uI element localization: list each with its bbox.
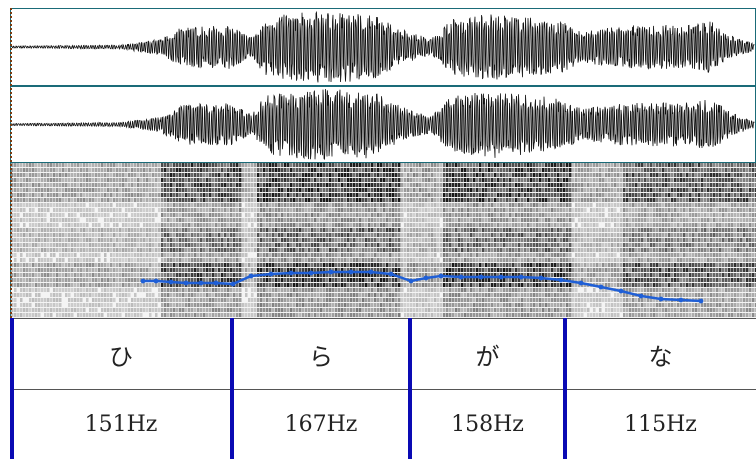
pitch-point	[438, 273, 444, 279]
syllable-table: ひ 151Hz ら 167Hz が 158Hz な 115Hz	[10, 318, 756, 459]
pitch-point	[598, 284, 604, 290]
spectrogram-texture	[11, 163, 756, 317]
pitch-point	[423, 275, 429, 281]
pitch-point	[538, 275, 544, 281]
pitch-point	[408, 278, 414, 284]
pitch-point	[368, 269, 374, 275]
pitch-point	[308, 270, 314, 276]
pitch-point	[578, 280, 584, 286]
pitch-point	[678, 297, 684, 303]
pitch-point	[618, 288, 624, 294]
pitch-value: 151Hz	[84, 412, 158, 437]
waveform-trace	[10, 89, 755, 160]
segment-boundary[interactable]	[563, 318, 567, 459]
cursor-marker[interactable]	[10, 8, 12, 318]
syllable-label: ひ	[10, 319, 232, 390]
waveform-2-plot	[10, 89, 755, 160]
waveform-channel-2	[10, 86, 756, 163]
waveform-trace	[10, 10, 755, 83]
segment-hi[interactable]: ひ 151Hz	[10, 318, 232, 459]
segment-na[interactable]: な 115Hz	[565, 318, 756, 459]
waveform-1-plot	[10, 10, 755, 83]
pitch-point	[183, 280, 189, 286]
syllable-label: ら	[232, 319, 410, 390]
pitch-point	[498, 274, 504, 280]
pitch-point	[638, 293, 644, 299]
waveform-channel-1	[10, 8, 756, 86]
pitch-value: 115Hz	[624, 412, 697, 437]
pitch-point	[348, 269, 354, 275]
pitch-point	[230, 281, 236, 287]
pitch-point	[140, 278, 146, 284]
pitch-point	[288, 270, 294, 276]
segment-ra[interactable]: ら 167Hz	[232, 318, 410, 459]
pitch-point	[198, 280, 204, 286]
segment-ga[interactable]: が 158Hz	[410, 318, 565, 459]
segment-boundary[interactable]	[230, 318, 234, 459]
spectrogram	[10, 163, 756, 318]
pitch-point	[558, 277, 564, 283]
pitch-point	[658, 296, 664, 302]
pitch-point	[213, 280, 219, 286]
pitch-point	[458, 274, 464, 280]
pitch-point	[388, 271, 394, 277]
syllable-label: な	[565, 319, 756, 390]
pitch-value: 167Hz	[284, 412, 358, 437]
pitch-value: 158Hz	[451, 412, 524, 437]
spectrogram-plot	[11, 163, 756, 317]
pitch-point	[478, 274, 484, 280]
segment-boundary[interactable]	[408, 318, 412, 459]
segment-boundary[interactable]	[10, 318, 14, 459]
pitch-point	[168, 279, 174, 285]
pitch-point	[698, 298, 704, 304]
syllable-label: が	[410, 319, 565, 390]
pitch-point	[248, 273, 254, 279]
pitch-point	[328, 269, 334, 275]
pitch-point	[153, 278, 159, 284]
pitch-point	[268, 271, 274, 277]
pitch-point	[518, 274, 524, 280]
